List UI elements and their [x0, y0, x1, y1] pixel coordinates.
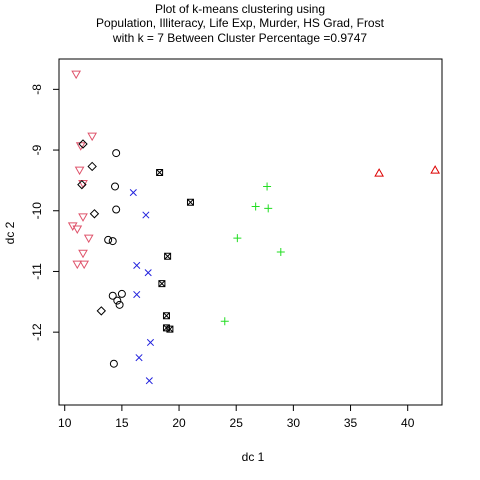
point-box-x [166, 325, 174, 333]
y-tick-label: -8 [30, 84, 44, 95]
y-tick-label: -10 [30, 202, 44, 220]
point-circle [113, 296, 122, 305]
point-circle [111, 182, 120, 191]
y-axis: -12 -11 -10 -9 -8 [30, 84, 60, 341]
chart-title-line-3: with k = 7 Between Cluster Percentage =0… [112, 31, 367, 45]
point-x [146, 338, 155, 347]
point-circle [108, 291, 117, 300]
point-circle [112, 149, 121, 158]
point-triangle-down [87, 132, 98, 142]
point-circle [109, 359, 118, 368]
x-tick-label: 40 [401, 416, 415, 430]
point-triangle-down [83, 234, 94, 244]
point-box-x [156, 169, 164, 177]
y-tick-label: -11 [30, 263, 44, 280]
x-tick-label: 25 [230, 416, 244, 430]
point-diamond [87, 161, 97, 172]
data-points [67, 70, 441, 385]
point-circle [112, 205, 121, 214]
point-triangle-down [79, 260, 90, 270]
point-circle [117, 289, 126, 298]
x-axis-label: dc 1 [242, 450, 265, 464]
x-tick-label: 35 [344, 416, 358, 430]
point-triangle-down [72, 260, 83, 270]
point-box-x [158, 280, 166, 288]
point-x [144, 269, 152, 277]
chart-title-line-2: Population, Illiteracy, Life Exp, Murder… [96, 16, 385, 30]
chart-title-line-1: Plot of k-means clustering using [155, 2, 325, 16]
point-triangle-down [78, 249, 88, 259]
point-box-x [186, 198, 194, 206]
y-tick-label: -9 [30, 144, 44, 155]
point-plus [233, 234, 242, 243]
point-triangle-down [72, 225, 83, 234]
point-triangle-up [430, 165, 441, 174]
point-triangle-down [78, 213, 88, 222]
point-x [145, 377, 153, 385]
point-circle [104, 235, 113, 244]
point-plus [264, 204, 273, 213]
point-plus [263, 182, 272, 191]
point-plus [220, 317, 229, 326]
x-tick-label: 30 [287, 416, 301, 430]
plot-frame [58, 58, 443, 406]
point-plus [251, 202, 260, 211]
y-tick-label: -12 [30, 323, 44, 341]
point-x [133, 290, 141, 299]
x-tick-label: 10 [58, 416, 72, 430]
point-x [133, 261, 141, 269]
point-diamond [96, 306, 107, 316]
point-plus [276, 248, 285, 257]
point-diamond [78, 139, 88, 149]
point-diamond [77, 179, 87, 190]
x-axis: 10 15 20 25 30 35 40 [58, 404, 415, 430]
point-circle [108, 237, 117, 246]
point-x [135, 354, 143, 362]
point-triangle-up [374, 168, 384, 177]
x-tick-label: 20 [172, 416, 186, 430]
point-circle [115, 300, 124, 309]
point-triangle-down [74, 166, 85, 176]
y-axis-label: dc 2 [3, 221, 17, 244]
point-box-x [162, 312, 170, 320]
point-box-x [164, 252, 172, 260]
point-x [129, 188, 137, 197]
point-diamond [89, 209, 100, 219]
point-triangle-down [71, 70, 82, 80]
point-x [142, 211, 150, 219]
x-tick-label: 15 [115, 416, 129, 430]
